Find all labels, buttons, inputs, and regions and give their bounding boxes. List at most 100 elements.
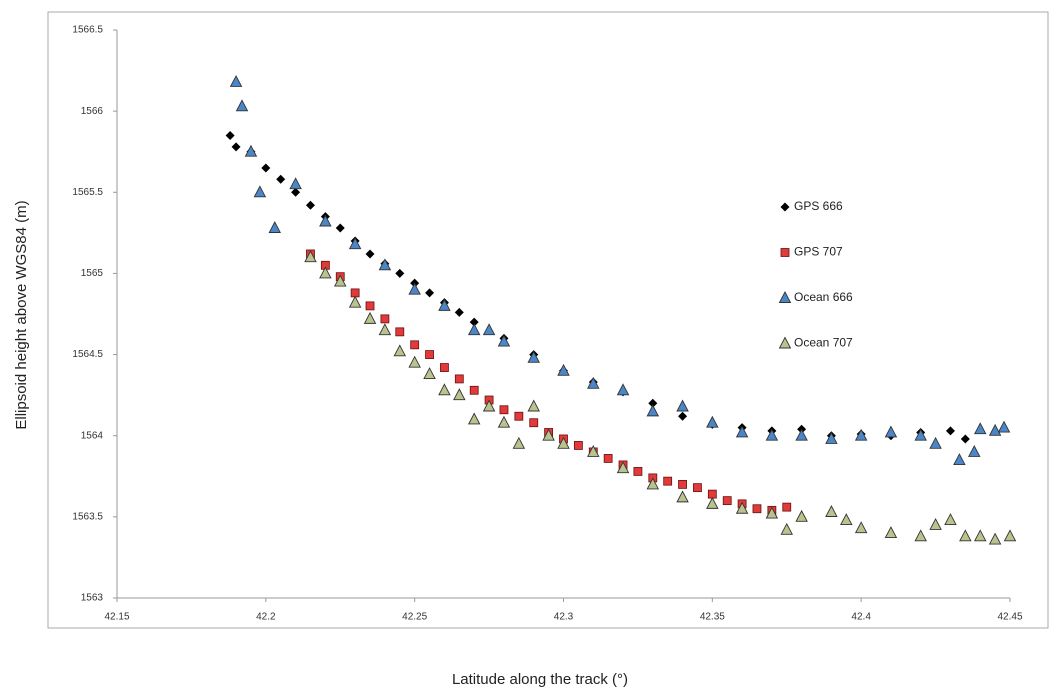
y-tick-label: 1564 xyxy=(81,430,104,441)
x-tick-label: 42.2 xyxy=(256,612,276,623)
point xyxy=(305,200,315,210)
point xyxy=(929,518,942,530)
x-tick-label: 42.4 xyxy=(851,612,871,623)
point xyxy=(408,282,421,295)
point xyxy=(765,428,779,441)
point xyxy=(722,496,732,506)
point xyxy=(884,425,898,438)
point xyxy=(231,142,241,152)
y-tick-label: 1564.5 xyxy=(72,349,103,360)
point xyxy=(854,428,868,441)
point xyxy=(304,250,317,263)
point xyxy=(735,501,749,514)
point xyxy=(676,490,689,503)
point xyxy=(408,355,421,368)
point xyxy=(454,307,464,317)
point xyxy=(616,461,630,474)
legend-marker xyxy=(780,248,790,257)
legend-marker xyxy=(780,202,790,212)
point xyxy=(765,506,779,519)
point xyxy=(363,311,377,324)
point xyxy=(380,314,390,324)
point xyxy=(319,214,332,227)
point xyxy=(648,398,658,408)
point xyxy=(365,249,375,259)
point xyxy=(633,467,643,476)
legend-label: Ocean 666 xyxy=(794,290,853,304)
chart-frame xyxy=(47,11,1049,629)
point xyxy=(482,323,496,336)
point xyxy=(235,99,249,112)
legend-label: GPS 707 xyxy=(794,245,843,259)
point xyxy=(616,383,630,396)
point xyxy=(663,476,673,486)
point xyxy=(514,411,524,421)
point xyxy=(840,513,853,526)
point xyxy=(953,453,966,466)
point xyxy=(676,399,689,412)
point xyxy=(244,144,258,157)
point xyxy=(914,529,927,542)
legend-label: Ocean 707 xyxy=(794,336,853,350)
x-tick-label: 42.25 xyxy=(402,612,427,623)
point xyxy=(395,268,405,278)
point xyxy=(587,376,600,389)
point xyxy=(1003,529,1017,542)
point xyxy=(988,423,1002,436)
point xyxy=(825,505,838,517)
point xyxy=(959,529,972,542)
point xyxy=(557,363,570,376)
point xyxy=(735,425,749,438)
point xyxy=(453,388,466,401)
point xyxy=(780,522,793,535)
point xyxy=(253,185,267,198)
point xyxy=(438,298,451,311)
point xyxy=(348,295,362,308)
point xyxy=(960,434,970,444)
point xyxy=(512,436,526,449)
point xyxy=(646,404,660,417)
point xyxy=(393,344,407,357)
point xyxy=(542,428,555,441)
point xyxy=(334,274,347,287)
point xyxy=(335,223,345,233)
point xyxy=(973,422,987,435)
point xyxy=(378,323,392,336)
y-tick-label: 1566 xyxy=(81,106,104,117)
point xyxy=(395,327,405,337)
y-tick-label: 1563 xyxy=(81,593,104,604)
point xyxy=(557,436,570,449)
point xyxy=(425,350,434,359)
point xyxy=(378,258,392,271)
point xyxy=(945,426,955,436)
y-tick-label: 1565 xyxy=(81,268,104,279)
point xyxy=(289,177,302,190)
point xyxy=(454,374,464,384)
point xyxy=(988,532,1002,545)
point xyxy=(854,521,868,534)
point xyxy=(603,454,613,463)
point xyxy=(997,420,1011,433)
point xyxy=(365,301,375,311)
point xyxy=(425,288,435,298)
point xyxy=(276,174,286,184)
point xyxy=(706,415,719,428)
point xyxy=(529,418,539,428)
point xyxy=(438,383,451,396)
point xyxy=(497,334,511,347)
point xyxy=(497,415,511,428)
point xyxy=(467,323,481,336)
point xyxy=(482,399,496,412)
point xyxy=(944,513,957,526)
point xyxy=(968,444,981,457)
x-tick-label: 42.3 xyxy=(554,612,574,623)
legend-label: GPS 666 xyxy=(794,199,843,213)
point xyxy=(587,444,600,457)
point xyxy=(795,509,808,522)
point xyxy=(706,496,719,509)
point xyxy=(914,428,927,441)
point xyxy=(469,317,479,327)
point xyxy=(693,483,702,493)
point xyxy=(527,350,540,363)
